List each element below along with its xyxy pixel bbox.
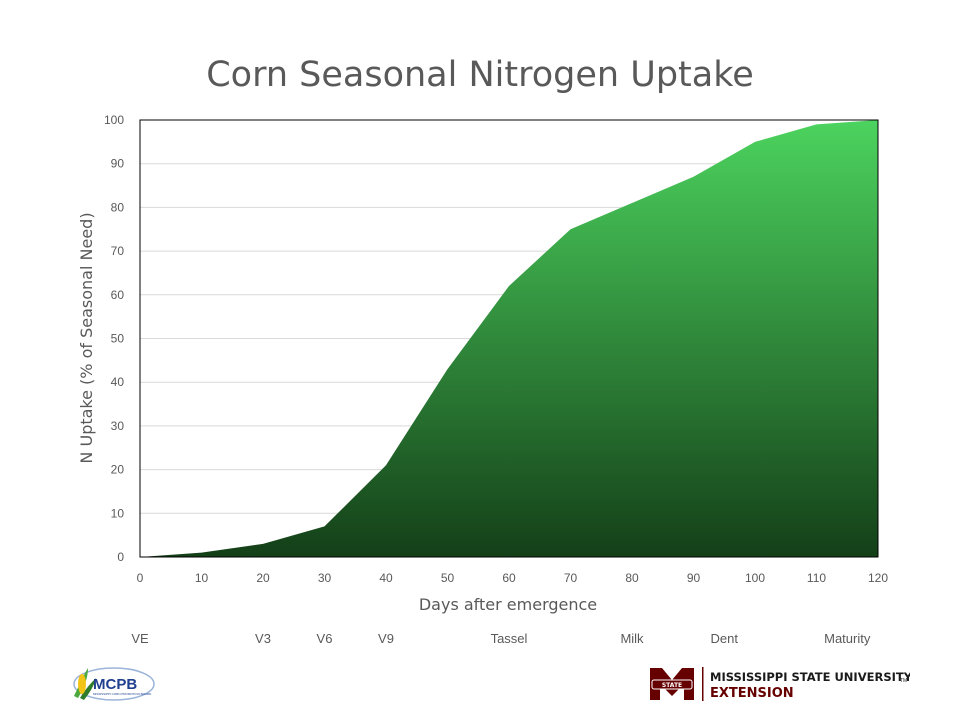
- chart-title: Corn Seasonal Nitrogen Uptake: [206, 55, 754, 95]
- msu-trademark: TM: [900, 678, 907, 684]
- y-axis-ticks: 0 10 20 30 40 50 60 70 80 90 100: [104, 113, 124, 564]
- x-tick-label: 120: [868, 571, 888, 585]
- x-tick-label: 70: [564, 571, 578, 585]
- growth-stage-ve: VE: [131, 631, 149, 646]
- area-chart: 0 10 20 30 40 50 60 70 80 90 100 0 10 20 30 40 50 60 70 80…: [77, 113, 889, 646]
- y-tick-label: 60: [111, 288, 125, 302]
- growth-stage-v6: V6: [317, 631, 333, 646]
- msu-university-name: MISSISSIPPI STATE UNIVERSITY: [710, 670, 910, 684]
- mcpb-logo-subtitle: MISSISSIPPI CORN PROMOTION BOARD: [93, 692, 152, 696]
- x-tick-label: 30: [318, 571, 332, 585]
- x-tick-label: 110: [807, 571, 826, 585]
- y-tick-label: 20: [111, 463, 125, 477]
- growth-stage-tassel: Tassel: [491, 631, 528, 646]
- y-tick-label: 30: [111, 419, 125, 433]
- growth-stage-dent: Dent: [711, 631, 739, 646]
- x-tick-label: 40: [379, 571, 393, 585]
- y-tick-label: 70: [111, 244, 125, 258]
- growth-stage-maturity: Maturity: [824, 631, 871, 646]
- growth-stage-v3: V3: [255, 631, 271, 646]
- area-series: [140, 120, 878, 557]
- x-tick-label: 20: [256, 571, 270, 585]
- y-tick-label: 50: [111, 332, 125, 346]
- y-tick-label: 90: [111, 157, 125, 171]
- x-tick-label: 50: [441, 571, 455, 585]
- y-tick-label: 0: [117, 550, 124, 564]
- y-tick-label: 100: [104, 113, 124, 127]
- x-axis-label: Days after emergence: [419, 595, 597, 614]
- x-tick-label: 100: [745, 571, 765, 585]
- msu-seal-text: STATE: [662, 682, 682, 689]
- y-tick-label: 10: [111, 506, 125, 520]
- growth-stage-v9: V9: [378, 631, 394, 646]
- x-tick-label: 10: [195, 571, 209, 585]
- growth-stage-labels: VE V3 V6 V9 Tassel Milk Dent Maturity: [131, 631, 871, 646]
- x-tick-label: 90: [687, 571, 701, 585]
- growth-stage-milk: Milk: [620, 631, 644, 646]
- x-axis-ticks: 0 10 20 30 40 50 60 70 80 90 100 110 120: [137, 571, 889, 585]
- x-tick-label: 60: [502, 571, 516, 585]
- mcpb-logo: MCPB MISSISSIPPI CORN PROMOTION BOARD: [73, 667, 155, 701]
- msu-extension-text: EXTENSION: [710, 686, 794, 701]
- y-tick-label: 80: [111, 200, 125, 214]
- y-tick-label: 40: [111, 375, 125, 389]
- x-tick-label: 0: [137, 571, 144, 585]
- plot-border: [139, 119, 879, 558]
- x-tick-label: 80: [625, 571, 639, 585]
- mcpb-logo-text: MCPB: [93, 676, 137, 693]
- y-axis-label: N Uptake (% of Seasonal Need): [77, 212, 96, 463]
- msu-extension-logo: STATE MISSISSIPPI STATE UNIVERSITY TM EX…: [650, 667, 910, 701]
